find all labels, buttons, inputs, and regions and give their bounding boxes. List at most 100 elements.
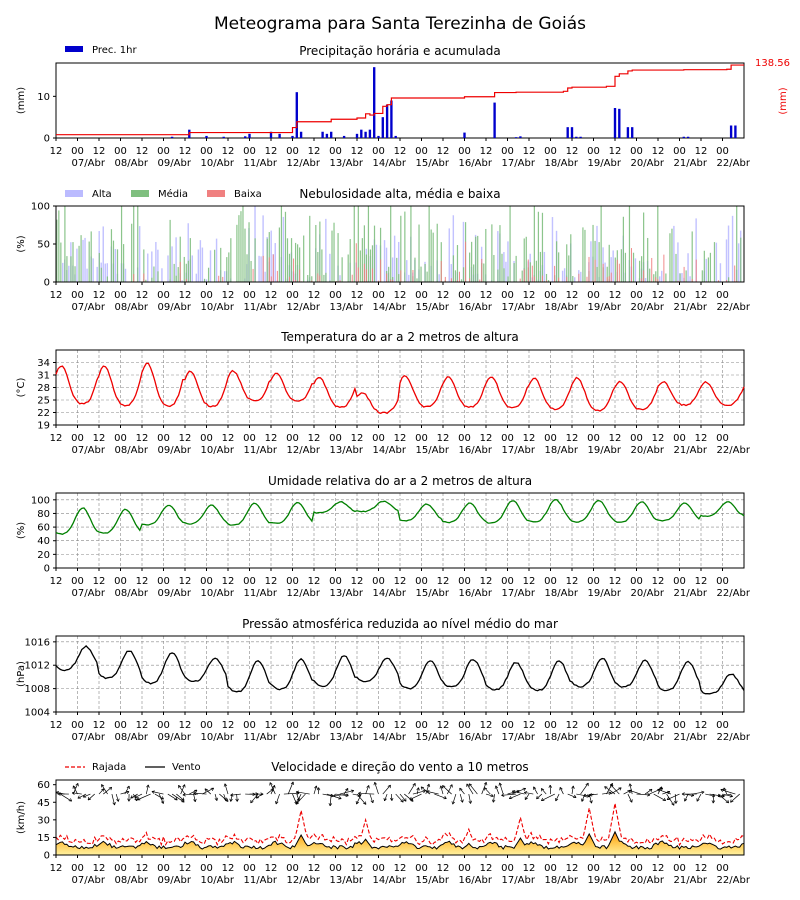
cloud-high-bar bbox=[205, 279, 208, 282]
cloud-low-bar bbox=[450, 278, 452, 282]
wind-direction-arrow bbox=[83, 793, 91, 798]
cloud-high-bar bbox=[677, 242, 679, 282]
wind-direction-arrow bbox=[440, 785, 444, 795]
wind-arrow-head bbox=[443, 795, 447, 800]
x-date-label: 17/Abr bbox=[502, 732, 536, 743]
x-hour-label: 00 bbox=[544, 433, 557, 444]
cloud-mid-bar bbox=[246, 254, 248, 282]
x-date-label: 08/Abr bbox=[115, 732, 149, 743]
x-date-label: 12/Abr bbox=[287, 302, 321, 313]
cloud-low-bar bbox=[179, 261, 181, 282]
cloud-mid-bar bbox=[112, 240, 115, 282]
x-date-label: 14/Abr bbox=[373, 158, 407, 169]
cloud-high-bar bbox=[339, 275, 341, 282]
x-hour-label: 12 bbox=[437, 863, 450, 874]
x-date-label: 19/Abr bbox=[588, 732, 622, 743]
wind-direction-arrow bbox=[459, 787, 465, 795]
x-date-label: 21/Abr bbox=[674, 588, 708, 599]
wind-direction-arrow bbox=[111, 793, 115, 806]
wind-arrow-head bbox=[662, 797, 667, 802]
cloud-mid-bar bbox=[473, 264, 475, 282]
cloud-mid-bar bbox=[418, 224, 420, 282]
wind-arrow-head bbox=[101, 784, 105, 788]
wind-speed-line bbox=[55, 830, 745, 850]
temperature-line bbox=[55, 362, 745, 415]
cloud-mid-bar bbox=[220, 247, 222, 282]
cloud-mid-bar bbox=[347, 254, 349, 282]
wind-direction-arrow bbox=[452, 793, 457, 805]
cloud-low-bar bbox=[545, 280, 548, 282]
cloud-mid-bar bbox=[203, 278, 206, 282]
x-date-label: 15/Abr bbox=[416, 732, 450, 743]
precip-bar bbox=[377, 135, 380, 138]
panel-title: Precipitação horária e acumulada bbox=[299, 44, 501, 58]
wind-arrow-head bbox=[332, 793, 337, 798]
wind-direction-arrow bbox=[662, 791, 670, 795]
x-hour-label: 12 bbox=[265, 433, 278, 444]
wind-arrow-head bbox=[426, 783, 431, 788]
wind-direction-arrow bbox=[705, 793, 715, 797]
cloud-mid-bar bbox=[736, 206, 738, 282]
wind-direction-arrow bbox=[485, 793, 494, 797]
cloud-mid-bar bbox=[570, 234, 572, 282]
x-date-label: 18/Abr bbox=[545, 875, 579, 886]
cloud-mid-bar bbox=[701, 270, 703, 282]
precip-bar bbox=[170, 136, 174, 138]
wind-arrow-head bbox=[126, 785, 130, 790]
wind-arrow-head bbox=[711, 800, 716, 804]
cloud-mid-bar bbox=[373, 225, 376, 282]
accumulated-total-label: 138.56 bbox=[755, 58, 790, 69]
cloud-low-bar bbox=[651, 257, 653, 282]
wind-arrow-head bbox=[501, 793, 505, 797]
wind-arrow-head bbox=[540, 797, 545, 801]
wind-direction-arrow bbox=[446, 784, 453, 795]
y-tick-label: 22 bbox=[37, 408, 50, 419]
cloud-low-bar bbox=[588, 256, 590, 282]
x-date-label: 08/Abr bbox=[115, 588, 149, 599]
x-hour-label: 12 bbox=[136, 863, 149, 874]
legend-label-cloud: Média bbox=[158, 188, 188, 200]
panel-frame bbox=[55, 205, 745, 283]
cloud-low-bar bbox=[469, 278, 471, 282]
precip-bar bbox=[278, 133, 281, 138]
cloud-mid-bar bbox=[545, 273, 548, 282]
wind-direction-arrow bbox=[343, 788, 349, 795]
x-hour-label: 12 bbox=[50, 576, 63, 587]
wind-arrow-head bbox=[466, 783, 470, 787]
precip-bar bbox=[321, 131, 324, 138]
x-date-label: 07/Abr bbox=[72, 588, 106, 599]
x-hour-label: 00 bbox=[458, 290, 471, 301]
cloud-high-bar bbox=[715, 242, 718, 282]
wind-direction-arrow bbox=[313, 785, 317, 795]
cloud-high-bar bbox=[505, 261, 507, 282]
x-hour-label: 00 bbox=[716, 146, 729, 157]
x-hour-label: 00 bbox=[157, 576, 170, 587]
x-hour-label: 00 bbox=[329, 290, 342, 301]
cloud-low-bar bbox=[293, 258, 295, 282]
cloud-high-bar bbox=[96, 266, 98, 282]
x-hour-label: 00 bbox=[372, 863, 385, 874]
wind-arrow-head bbox=[275, 800, 279, 805]
wind-arrow-head bbox=[604, 786, 608, 790]
legend-swatch-baixa bbox=[207, 190, 225, 197]
x-hour-label: 12 bbox=[480, 863, 493, 874]
cloud-high-bar bbox=[260, 256, 262, 282]
cloud-mid-bar bbox=[620, 249, 622, 282]
wind-direction-arrow bbox=[399, 793, 407, 802]
x-hour-label: 12 bbox=[265, 576, 278, 587]
x-hour-label: 00 bbox=[501, 146, 514, 157]
cloud-mid-bar bbox=[685, 270, 687, 282]
cloud-low-bar bbox=[355, 243, 357, 282]
cloud-high-bar bbox=[383, 240, 386, 282]
cloud-high-bar bbox=[104, 263, 106, 282]
y-axis-label: (mm) bbox=[16, 87, 27, 114]
wind-direction-arrow bbox=[72, 792, 82, 795]
cloud-low-bar bbox=[458, 271, 460, 282]
precip-bar bbox=[631, 127, 634, 138]
cloud-mid-bar bbox=[266, 238, 268, 282]
wind-arrow-head bbox=[82, 794, 87, 798]
x-date-label: 19/Abr bbox=[588, 158, 622, 169]
x-hour-label: 12 bbox=[695, 863, 708, 874]
x-date-label: 15/Abr bbox=[416, 302, 450, 313]
legend-swatch-alta bbox=[65, 190, 83, 197]
